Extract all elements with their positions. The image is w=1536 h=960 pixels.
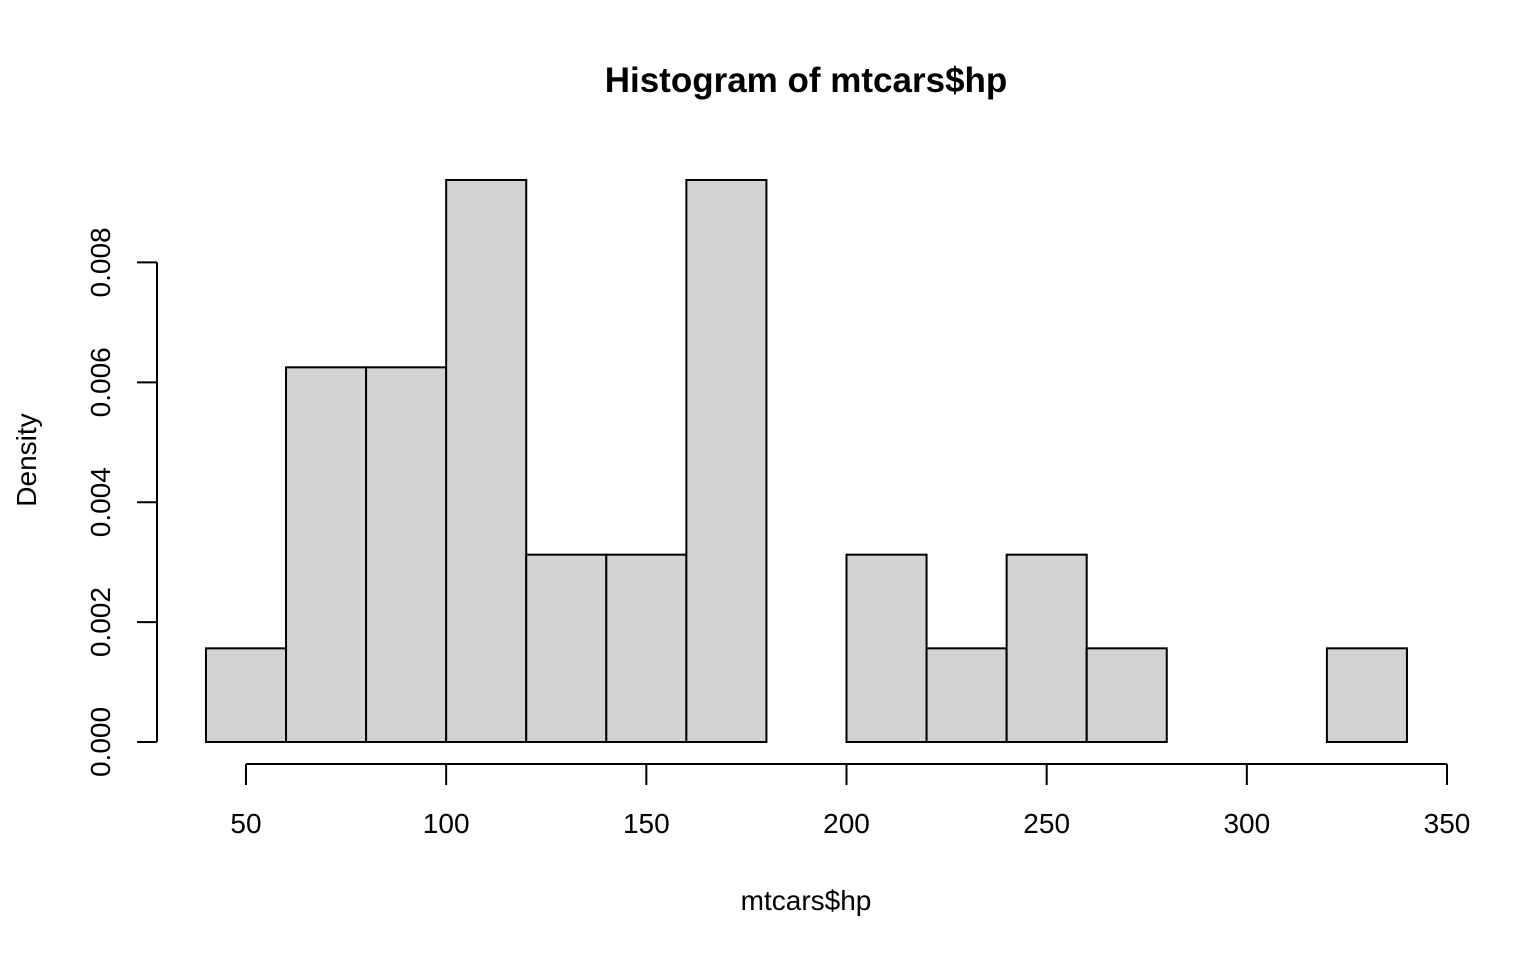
x-tick-label: 200 (823, 808, 870, 839)
histogram-bar (445, 179, 528, 743)
y-tick-label: 0.008 (85, 227, 116, 297)
y-tick-label: 0.004 (85, 467, 116, 537)
y-tick-label: 0.002 (85, 587, 116, 657)
chart-title: Histogram of mtcars$hp (605, 61, 1008, 100)
histogram-bar (204, 647, 288, 743)
histogram-bar (525, 553, 608, 744)
x-tick-label: 150 (623, 808, 670, 839)
histogram-bars (204, 179, 1408, 744)
histogram-bar (685, 179, 768, 743)
y-tick-label: 0.006 (85, 347, 116, 417)
y-tick-label: 0.000 (85, 707, 116, 777)
histogram-bar (1005, 553, 1088, 744)
histogram-bar (845, 553, 928, 744)
x-axis: 50 100 150 200 250 300 350 (230, 763, 1471, 839)
x-axis-label: mtcars$hp (741, 885, 872, 916)
histogram-bar (365, 366, 448, 743)
y-axis-label: Density (11, 413, 42, 506)
histogram-bar (1325, 647, 1408, 743)
y-axis: 0.000 0.002 0.004 0.006 0.008 (85, 227, 158, 777)
histogram-bar (285, 366, 368, 743)
x-tick-label: 250 (1023, 808, 1070, 839)
histogram-bar (1085, 647, 1168, 743)
x-tick-label: 100 (423, 808, 470, 839)
histogram-bar (605, 553, 688, 744)
x-tick-label: 300 (1223, 808, 1270, 839)
histogram-bar (925, 647, 1008, 743)
x-tick-label: 50 (230, 808, 261, 839)
x-tick-label: 350 (1424, 808, 1471, 839)
